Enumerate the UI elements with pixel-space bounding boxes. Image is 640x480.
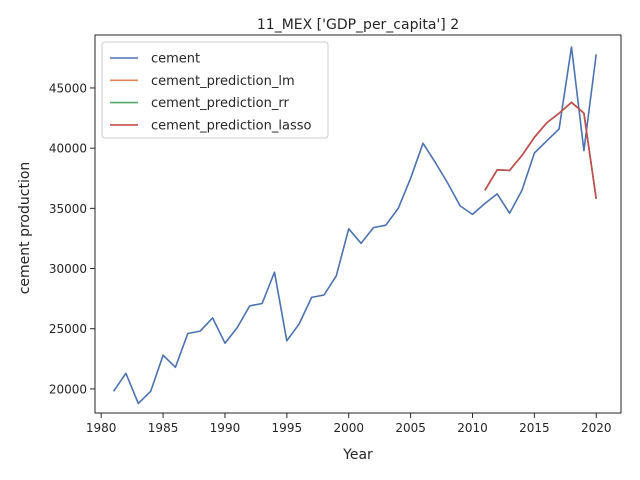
- y-tick-label: 30000: [49, 262, 87, 276]
- y-axis-label: cement production: [17, 162, 33, 295]
- x-tick-label: 1995: [272, 421, 303, 435]
- y-tick-label: 20000: [49, 382, 87, 396]
- legend-label: cement_prediction_lasso: [151, 118, 311, 133]
- legend-label: cement_prediction_rr: [151, 96, 289, 111]
- x-tick-label: 1980: [86, 421, 117, 435]
- x-tick-label: 2015: [519, 421, 550, 435]
- series-line-0: [112, 46, 597, 405]
- legend-label: cement_prediction_lm: [151, 74, 295, 89]
- legend-label: cement: [151, 52, 200, 67]
- x-axis-label: Year: [342, 447, 373, 463]
- x-tick-label: 1990: [210, 421, 241, 435]
- legend: cement cement_prediction_lm cement_predict…: [101, 41, 329, 139]
- x-tick-label: 2020: [581, 421, 612, 435]
- x-axis: 1980 1985 1990 1995 2000 2005 2010 2015 2020: [86, 413, 612, 435]
- y-tick-label: 35000: [49, 202, 87, 216]
- y-tick-label: 25000: [49, 322, 87, 336]
- y-axis: 20000 25000 30000 35000 40000 45000: [49, 81, 95, 396]
- y-tick-label: 45000: [49, 81, 87, 95]
- x-tick-label: 2010: [457, 421, 488, 435]
- plot-area: [112, 46, 597, 405]
- series-line-3: [484, 101, 597, 199]
- x-tick-label: 1985: [148, 421, 179, 435]
- y-tick-label: 40000: [49, 142, 87, 156]
- x-tick-label: 2000: [333, 421, 364, 435]
- plot-frame: [94, 34, 622, 414]
- legend-box: [101, 41, 329, 139]
- x-tick-label: 2005: [395, 421, 426, 435]
- chart-title: 11_MEX ['GDP_per_capita'] 2: [257, 17, 459, 33]
